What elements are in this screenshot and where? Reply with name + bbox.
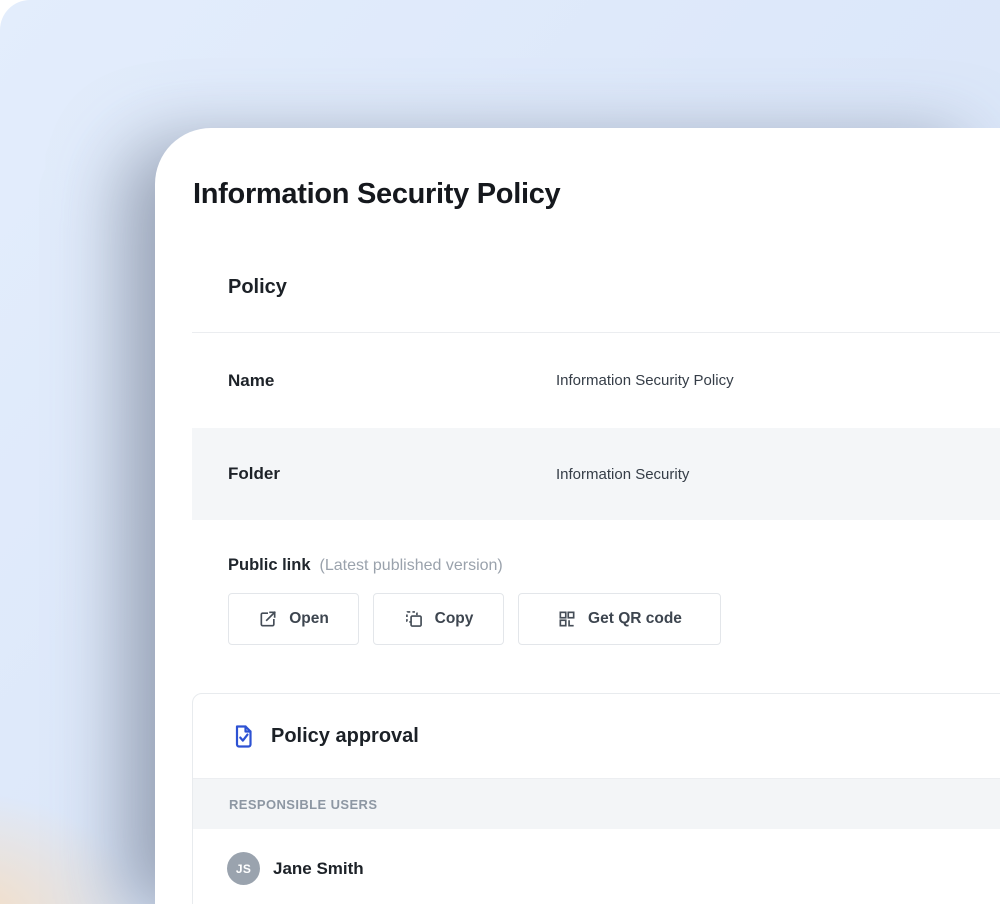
public-link-actions: Open Copy [228, 593, 721, 645]
public-link-title: Public link [228, 556, 311, 574]
public-link-label: Public link (Latest published version) [228, 556, 503, 575]
policy-approval-section: Policy approval RESPONSIBLE USERS JS Jan… [192, 693, 1000, 904]
section-divider [192, 332, 1000, 333]
policy-section-header: Policy [228, 276, 287, 298]
external-link-icon [258, 609, 278, 629]
copy-icon [404, 609, 424, 629]
name-label: Name [228, 370, 275, 390]
copy-button[interactable]: Copy [373, 593, 504, 645]
get-qr-code-button-label: Get QR code [588, 610, 682, 627]
folder-value: Information Security [556, 465, 690, 483]
field-row-folder: Folder Information Security [192, 428, 1000, 520]
responsible-user-item: JS Jane Smith [193, 852, 1000, 885]
user-avatar: JS [227, 852, 260, 885]
qr-code-icon [557, 609, 577, 629]
user-name: Jane Smith [273, 858, 364, 878]
public-link-note: (Latest published version) [319, 557, 503, 574]
responsible-users-band: RESPONSIBLE USERS [193, 778, 1000, 829]
page-title: Information Security Policy [193, 178, 561, 210]
name-value: Information Security Policy [556, 372, 734, 389]
policy-approval-title: Policy approval [271, 724, 419, 747]
field-row-name: Name Information Security Policy [192, 333, 1000, 428]
copy-button-label: Copy [434, 610, 474, 627]
document-check-icon [233, 724, 254, 749]
folder-label: Folder [228, 464, 280, 483]
policy-approval-header: Policy approval [193, 694, 1000, 778]
policy-detail-card: Information Security Policy Policy Name … [155, 128, 1000, 904]
open-button-label: Open [289, 610, 329, 627]
responsible-users-header: RESPONSIBLE USERS [229, 796, 378, 812]
get-qr-code-button[interactable]: Get QR code [518, 593, 721, 645]
open-button[interactable]: Open [228, 593, 359, 645]
